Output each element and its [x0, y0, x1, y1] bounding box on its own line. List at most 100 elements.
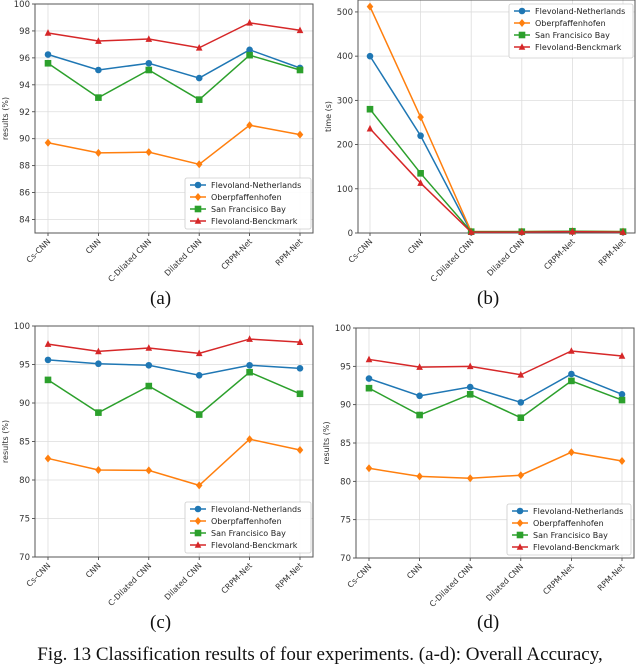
- data-point-square: [366, 105, 374, 113]
- data-point-triangle: [95, 347, 102, 355]
- data-point-triangle: [145, 344, 153, 351]
- chart-panel-d: 70 75 80 85 90 95 100 Cs-CNN CNN C-Dilated CNN Dil…: [322, 324, 635, 609]
- plot-frame: [355, 327, 635, 559]
- x-tick-label: RPM-Net: [274, 561, 305, 592]
- data-point-triangle: [619, 228, 627, 235]
- data-point-circle: [416, 392, 423, 400]
- x-tick-label: C-Dilated CNN: [429, 237, 476, 284]
- legend-marker-circle: [518, 7, 526, 15]
- y-tick-label: 90: [19, 135, 30, 145]
- data-point-circle: [95, 360, 102, 368]
- series-line: [368, 350, 623, 376]
- legend-marker-square: [516, 531, 524, 539]
- data-point-diamond: [466, 474, 474, 483]
- data-point-circle: [145, 59, 153, 67]
- data-point-circle: [195, 371, 203, 379]
- data-point-triangle: [246, 335, 253, 342]
- y-tick-label: 75: [340, 516, 351, 526]
- series-line: [47, 22, 301, 49]
- legend-marker-triangle: [194, 217, 202, 224]
- series-line: [47, 54, 301, 101]
- legend-marker-square: [194, 529, 202, 537]
- legend-entry: San Francisico Bay: [211, 205, 286, 214]
- data-point-square: [195, 411, 203, 418]
- data-point-square: [44, 376, 52, 384]
- plot-frame: [34, 325, 314, 558]
- data-point-circle: [618, 391, 626, 398]
- data-point-diamond: [365, 464, 373, 473]
- legend-entry: San Francisico Bay: [533, 531, 608, 540]
- legend-entry: San Francisico Bay: [211, 529, 286, 538]
- data-point-square: [145, 66, 153, 74]
- subfigure-label-b: (b): [477, 288, 500, 309]
- y-axis-label: results (%): [322, 421, 331, 464]
- data-point-circle: [44, 51, 52, 58]
- y-tick-label: 70: [340, 554, 351, 564]
- data-point-square: [145, 382, 153, 390]
- data-point-square: [618, 396, 626, 404]
- y-tick-label: 80: [19, 476, 30, 486]
- data-point-triangle: [296, 338, 304, 345]
- data-point-triangle: [518, 228, 526, 235]
- y-tick-label: 300: [337, 96, 353, 106]
- x-tick-label: Cs-CNN: [347, 237, 375, 265]
- x-tick-label: C-Dilated CNN: [106, 237, 153, 284]
- subfigure-label-d: (d): [477, 612, 500, 633]
- data-point-circle: [296, 365, 304, 372]
- y-tick-label: 400: [337, 52, 353, 62]
- plot-frame: [357, 0, 636, 234]
- legend-entry: Flevoland-Netherlands: [533, 507, 623, 516]
- legend-entry: Flevoland-Netherlands: [211, 181, 301, 190]
- data-point-circle: [246, 361, 253, 369]
- data-point-diamond: [416, 472, 423, 481]
- legend-entry: Oberpfaffenhofen: [211, 517, 282, 526]
- data-point-diamond: [95, 465, 102, 474]
- y-tick-label: 96: [19, 54, 30, 64]
- data-point-diamond: [145, 148, 153, 157]
- x-tick-label: Dilated CNN: [163, 561, 204, 602]
- x-tick-label: CRPM-Net: [219, 237, 254, 272]
- series-line: [47, 438, 301, 487]
- series-line: [368, 380, 623, 419]
- y-tick-label: 95: [340, 362, 351, 372]
- data-point-diamond: [366, 2, 374, 11]
- data-point-triangle: [296, 26, 304, 34]
- data-point-square: [195, 96, 203, 103]
- data-point-diamond: [145, 466, 153, 475]
- data-point-diamond: [95, 148, 102, 157]
- data-point-square: [417, 170, 424, 177]
- x-tick-label: RPM-Net: [596, 562, 627, 593]
- data-point-triangle: [44, 29, 52, 36]
- y-tick-label: 88: [19, 162, 30, 172]
- y-tick-label: 86: [19, 189, 30, 199]
- legend-marker-circle: [516, 507, 524, 515]
- series-line: [47, 338, 301, 355]
- series-line: [47, 48, 301, 79]
- legend-box: [184, 501, 312, 554]
- data-point-diamond: [417, 113, 424, 122]
- x-tick-label: CNN: [84, 561, 103, 580]
- series-line: [47, 371, 301, 416]
- legend-entry: Flevoland-Netherlands: [535, 7, 625, 16]
- figure-caption: Fig. 13 Classification results of four e…: [37, 644, 603, 665]
- series-line: [369, 55, 624, 233]
- data-point-square: [416, 411, 423, 419]
- data-point-circle: [44, 356, 52, 364]
- data-point-circle: [365, 375, 373, 382]
- series-line: [47, 359, 301, 377]
- y-tick-label: 200: [337, 141, 353, 151]
- data-point-square: [296, 390, 304, 398]
- data-point-diamond: [246, 121, 253, 130]
- data-point-circle: [95, 66, 102, 74]
- x-tick-label: Dilated CNN: [484, 562, 525, 603]
- series-line: [368, 451, 623, 480]
- data-point-circle: [366, 52, 374, 60]
- data-point-triangle: [569, 227, 576, 235]
- y-axis-label: results (%): [1, 420, 10, 463]
- legend-marker-triangle: [194, 541, 202, 548]
- data-point-triangle: [467, 228, 475, 235]
- data-point-square: [246, 368, 253, 376]
- y-tick-label: 98: [19, 27, 30, 37]
- x-tick-label: RPM-Net: [274, 237, 305, 268]
